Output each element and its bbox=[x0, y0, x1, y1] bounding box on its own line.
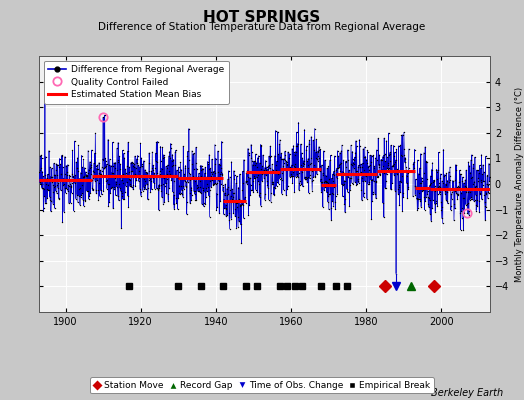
Legend: Station Move, Record Gap, Time of Obs. Change, Empirical Break: Station Move, Record Gap, Time of Obs. C… bbox=[90, 377, 434, 394]
Text: Berkeley Earth: Berkeley Earth bbox=[431, 388, 503, 398]
Text: Difference of Station Temperature Data from Regional Average: Difference of Station Temperature Data f… bbox=[99, 22, 425, 32]
Text: HOT SPRINGS: HOT SPRINGS bbox=[203, 10, 321, 25]
Legend: Difference from Regional Average, Quality Control Failed, Estimated Station Mean: Difference from Regional Average, Qualit… bbox=[44, 60, 228, 104]
Y-axis label: Monthly Temperature Anomaly Difference (°C): Monthly Temperature Anomaly Difference (… bbox=[515, 86, 523, 282]
